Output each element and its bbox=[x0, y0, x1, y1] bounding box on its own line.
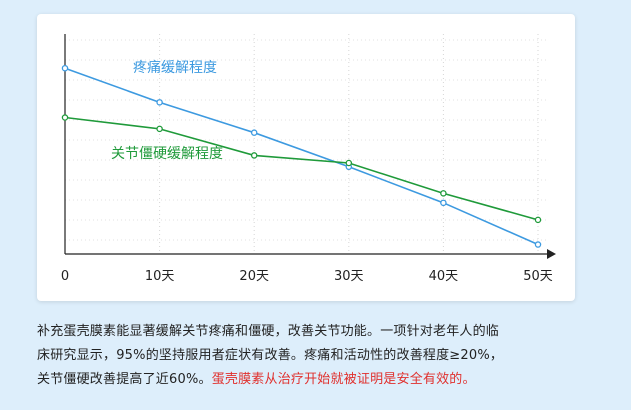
x-tick-label: 30天 bbox=[334, 269, 364, 284]
caption-highlight: 蛋壳膜素从治疗开始就被证明是安全有效的。 bbox=[211, 372, 476, 387]
data-point bbox=[61, 64, 69, 72]
caption-line-1: 补充蛋壳膜素能显著缓解关节疼痛和僵硬，改善关节功能。一项针对老年人的临 bbox=[37, 324, 500, 339]
x-tick-label: 0 bbox=[61, 269, 69, 284]
x-tick-label: 50天 bbox=[523, 269, 553, 284]
series-line bbox=[64, 67, 539, 246]
data-point bbox=[440, 199, 447, 207]
data-point bbox=[250, 129, 258, 136]
chart-lines bbox=[61, 64, 542, 248]
x-tick-label: 40天 bbox=[429, 269, 459, 284]
series-label: 疼痛缓解程度 bbox=[133, 59, 217, 76]
series-label: 关节僵硬缓解程度 bbox=[111, 146, 223, 162]
data-point bbox=[156, 99, 163, 106]
data-point bbox=[345, 159, 353, 167]
data-point bbox=[61, 114, 69, 121]
x-tick-label: 10天 bbox=[145, 269, 175, 284]
chart-caption: 补充蛋壳膜素能显著缓解关节疼痛和僵硬，改善关节功能。一项针对老年人的临 床研究显… bbox=[37, 320, 597, 392]
series-line bbox=[64, 116, 539, 221]
x-tick-label: 20天 bbox=[239, 269, 269, 284]
caption-line-3: 关节僵硬改善提高了近60%。 bbox=[37, 372, 212, 387]
data-point bbox=[534, 241, 542, 248]
chart-grid bbox=[65, 34, 549, 254]
chart-card: 0 10天 20天 30天 40天 50天 疼痛缓解程度关节僵硬缓解程度 bbox=[37, 14, 575, 301]
data-point bbox=[534, 216, 542, 224]
data-point bbox=[250, 152, 258, 159]
data-point bbox=[156, 125, 163, 133]
caption-line-2: 床研究显示，95%的坚持服用者症状有改善。疼痛和活动性的改善程度≥20%， bbox=[37, 348, 504, 363]
data-point bbox=[440, 190, 447, 197]
x-axis-arrow bbox=[547, 249, 556, 259]
